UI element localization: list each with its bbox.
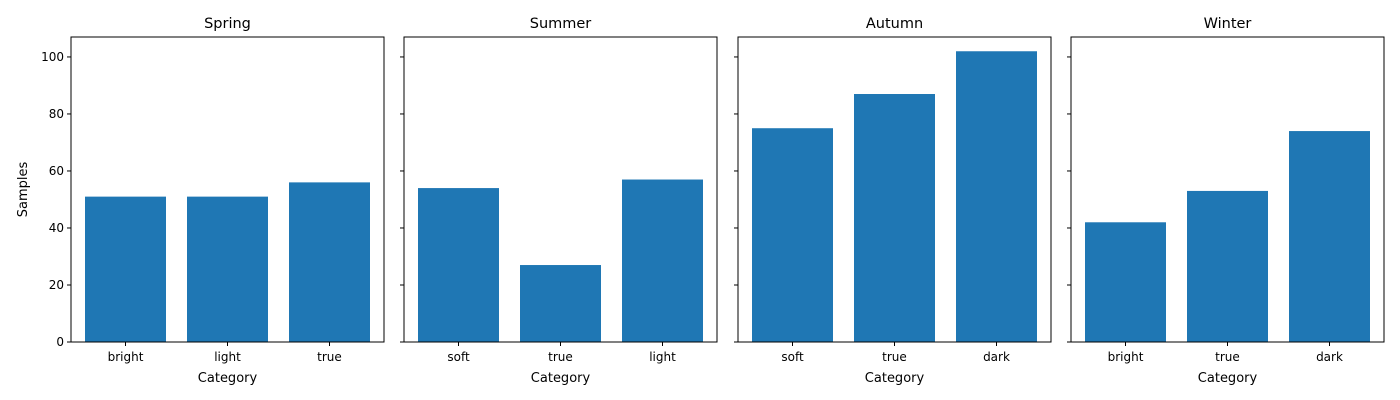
panel-autumn: soft true dark Autumn Category <box>734 16 1052 386</box>
x-tick-label: light <box>649 350 676 364</box>
bar-bright-0 <box>85 196 166 342</box>
y-tick-label: 100 <box>41 50 64 64</box>
bar-dark-2 <box>1289 131 1370 342</box>
panel-summer: soft true light Summer Category <box>400 16 718 386</box>
y-tick-label: 80 <box>49 107 64 121</box>
x-tick-label: bright <box>1108 350 1144 364</box>
bar-soft-0 <box>752 128 833 342</box>
y-tick-label: 20 <box>49 278 64 292</box>
x-tick-label: light <box>214 350 241 364</box>
x-axis-label: Category <box>198 371 258 386</box>
y-tick-label: 40 <box>49 221 64 235</box>
bar-true-1 <box>520 265 601 342</box>
y-tick-label: 0 <box>56 335 64 349</box>
y-axis-label: Samples <box>16 162 31 218</box>
bar-soft-0 <box>418 188 499 342</box>
panel-spring: 0 20 40 60 80 100 bright light true Spring Categor… <box>16 16 385 386</box>
panel-title: Summer <box>530 16 592 32</box>
x-tick-label: soft <box>447 350 470 364</box>
x-tick-label: dark <box>1316 350 1343 364</box>
x-tick-label: soft <box>781 350 804 364</box>
bar-dark-2 <box>956 51 1037 343</box>
panel-title: Winter <box>1204 16 1252 32</box>
x-axis-label: Category <box>1198 371 1258 386</box>
panel-winter: bright true dark Winter Category <box>1067 16 1385 386</box>
x-tick-label: true <box>882 350 907 364</box>
x-axis-label: Category <box>531 371 591 386</box>
x-tick-label: dark <box>983 350 1010 364</box>
bar-true-2 <box>289 182 370 342</box>
y-tick-label: 60 <box>49 164 64 178</box>
panel-title: Autumn <box>866 16 923 32</box>
x-tick-label: true <box>317 350 342 364</box>
panels: 0 20 40 60 80 100 bright light true Spring Categor… <box>16 16 1385 386</box>
bar-true-1 <box>854 94 935 343</box>
x-tick-label: true <box>1215 350 1240 364</box>
x-tick-label: true <box>548 350 573 364</box>
x-axis-label: Category <box>865 371 925 386</box>
bar-light-2 <box>622 179 703 342</box>
x-tick-label: bright <box>108 350 144 364</box>
bar-true-1 <box>1187 190 1268 342</box>
bar-bright-0 <box>1085 222 1166 342</box>
bar-light-1 <box>187 196 268 342</box>
panel-title: Spring <box>204 16 251 32</box>
